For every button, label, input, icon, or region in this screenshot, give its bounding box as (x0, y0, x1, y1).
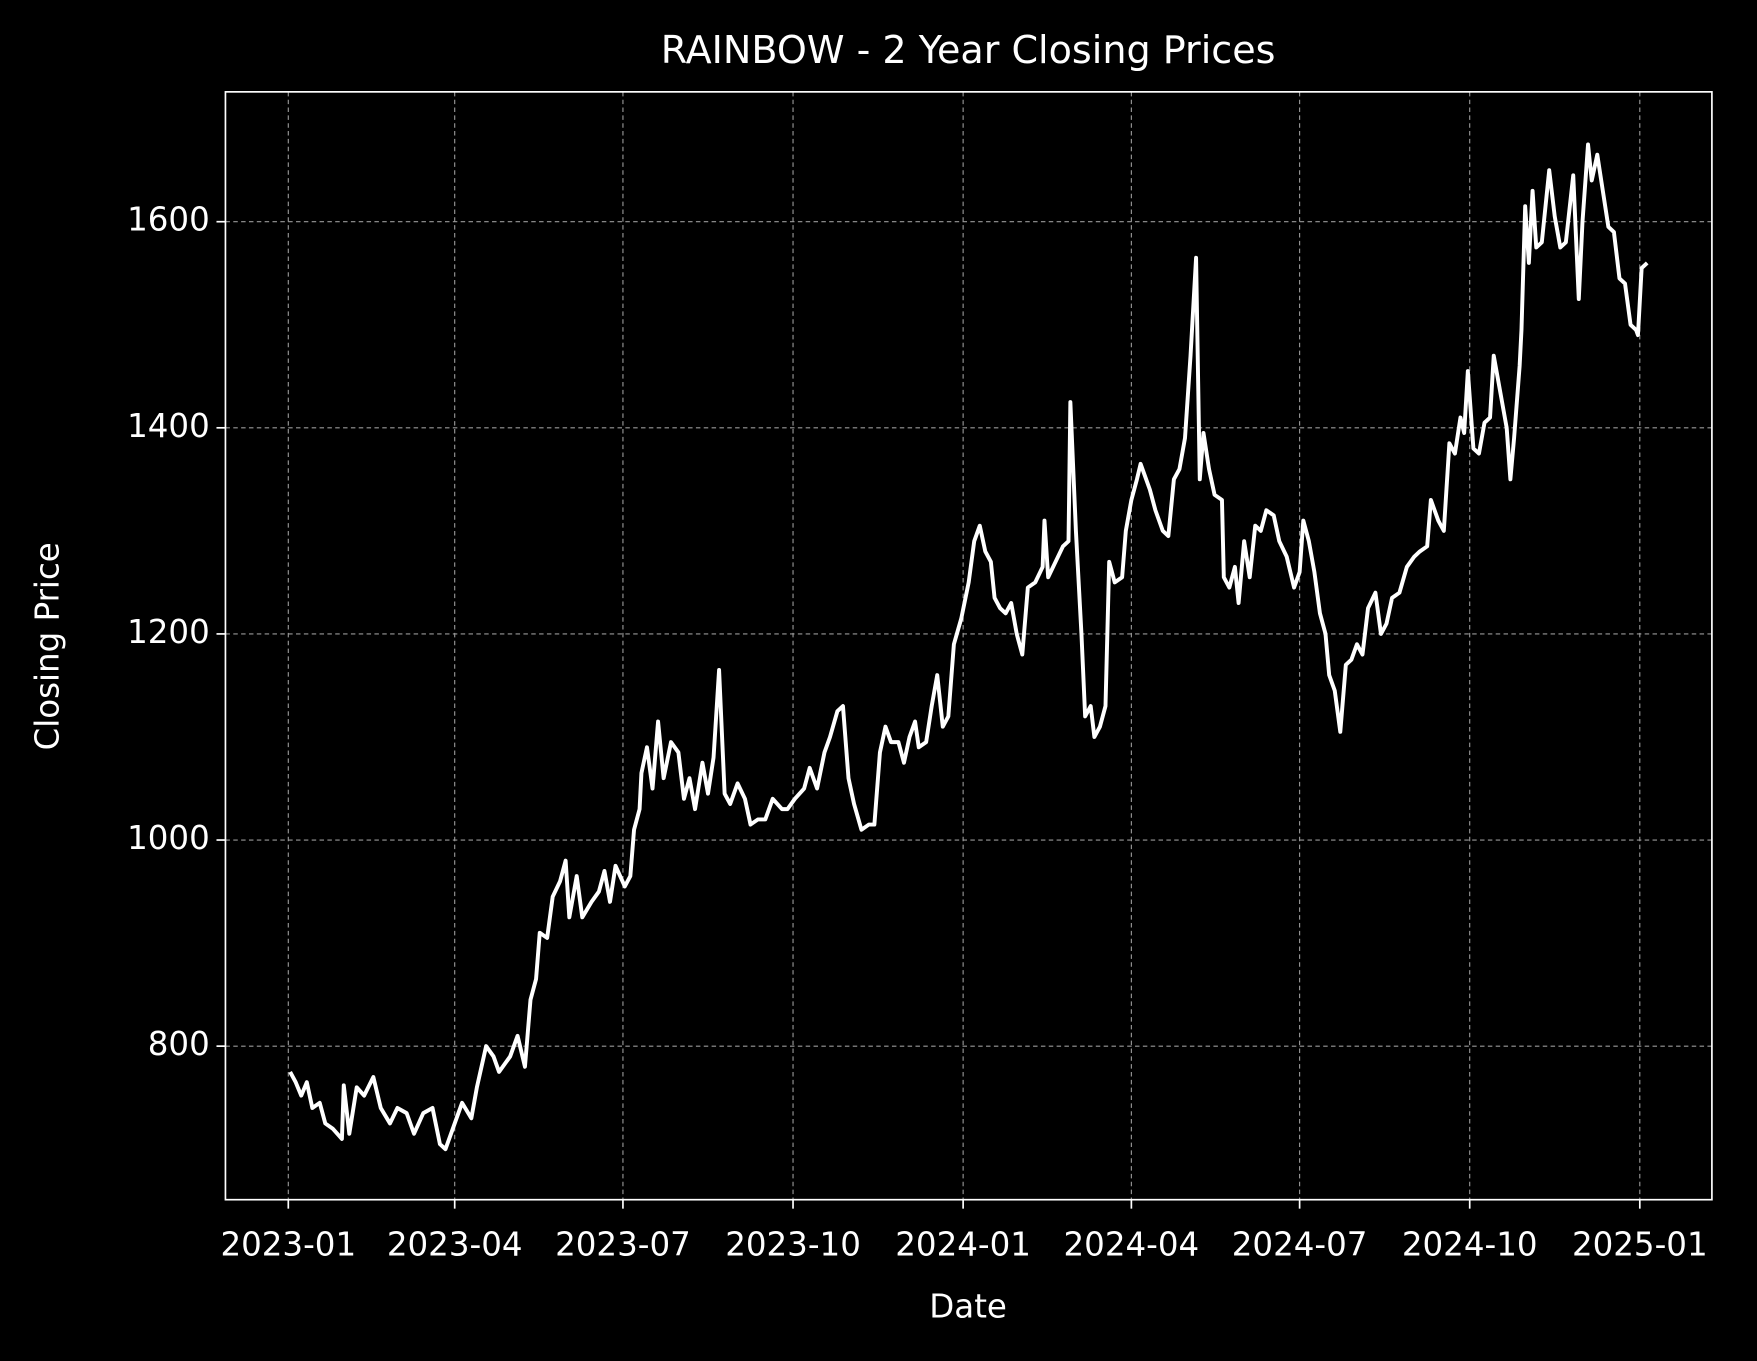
x-tick-label: 2023-04 (387, 1226, 523, 1264)
x-tick-label: 2024-01 (895, 1226, 1031, 1264)
x-axis-label: Date (929, 1287, 1007, 1325)
y-tick-label: 1200 (127, 613, 210, 651)
x-tick-label: 2023-10 (725, 1226, 861, 1264)
x-tick-label: 2024-04 (1064, 1226, 1200, 1264)
y-tick-label: 1000 (127, 819, 210, 857)
plot-frame (224, 91, 1713, 1201)
x-tick-label: 2023-07 (555, 1226, 691, 1264)
x-tick-label: 2025-01 (1572, 1226, 1708, 1264)
price-line (288, 142, 1649, 1152)
chart-title: RAINBOW - 2 Year Closing Prices (661, 28, 1276, 72)
x-tick-label: 2024-10 (1402, 1226, 1538, 1264)
y-tick-label: 1400 (127, 407, 210, 445)
y-axis-label: Closing Price (29, 542, 67, 750)
y-tick-label: 800 (148, 1025, 210, 1063)
y-tick-label: 1600 (127, 201, 210, 239)
x-tick-label: 2023-01 (220, 1226, 356, 1264)
x-tick-label: 2024-07 (1232, 1226, 1368, 1264)
